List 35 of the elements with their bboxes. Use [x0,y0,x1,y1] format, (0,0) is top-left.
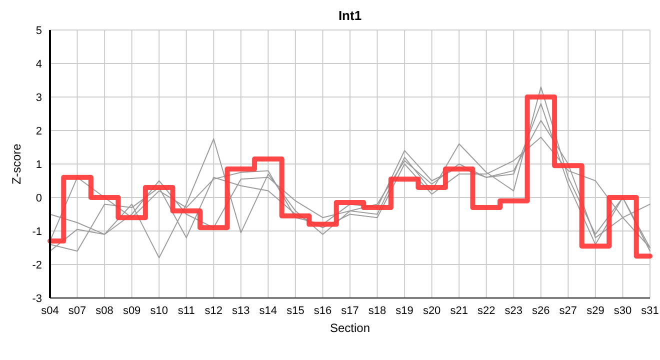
x-tick-label: s20 [422,304,441,317]
x-tick-label: s14 [259,304,278,317]
y-tick-label: 1 [36,158,42,171]
x-tick-label: s13 [232,304,250,317]
y-tick-label: 5 [36,24,42,37]
x-tick-label: s17 [341,304,359,317]
x-tick-label: s30 [614,304,632,317]
x-tick-label: s18 [368,304,386,317]
x-tick-label: s29 [586,304,604,317]
x-tick-label: s15 [286,304,304,317]
x-axis-title: Section [330,321,370,335]
x-tick-label: s04 [41,304,59,317]
y-tick-label: -3 [32,292,42,305]
y-axis-title: Z-score [9,143,24,184]
y-tick-label: 4 [36,58,42,70]
x-tick-label: s10 [150,304,168,317]
x-tick-label: s07 [68,304,86,317]
x-tick-label: s23 [504,304,523,317]
x-tick-label: s19 [396,304,414,317]
y-tick-label: 0 [36,192,42,204]
x-tick-label: s08 [96,304,114,317]
x-tick-label: s21 [450,304,468,317]
chart-title: Int1 [337,8,363,23]
x-tick-label: s16 [314,304,332,317]
y-tick-label: 3 [36,92,42,104]
y-tick-label: 2 [36,125,42,138]
x-tick-label: s22 [477,304,496,317]
x-tick-label: s12 [204,304,223,317]
x-tick-label: s31 [641,304,659,317]
x-tick-label: s09 [122,304,141,317]
y-tick-label: -1 [32,226,42,238]
x-tick-label: s26 [532,304,550,317]
y-tick-label: -2 [32,259,42,272]
x-tick-label: s27 [559,304,578,317]
x-tick-label: s11 [178,304,195,317]
